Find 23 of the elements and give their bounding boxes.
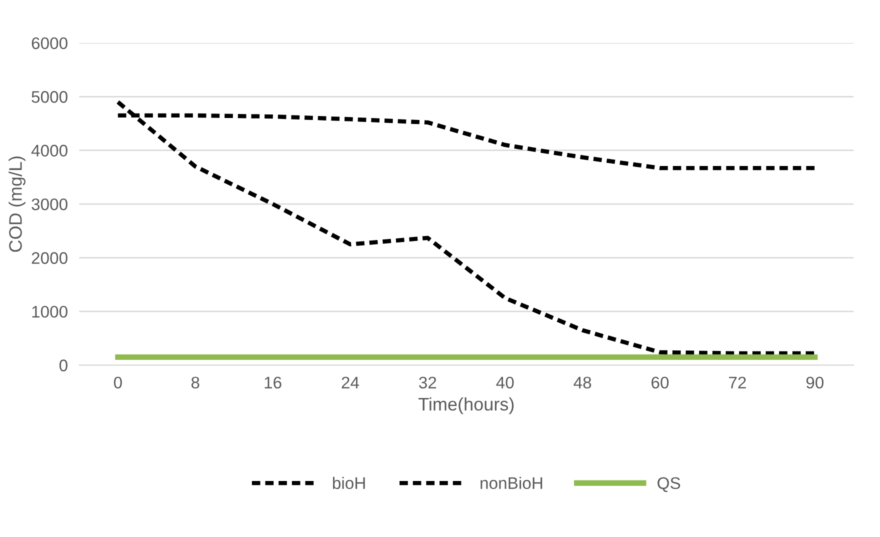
x-tick-label: 8 — [191, 376, 200, 389]
x-tick-label: 72 — [729, 376, 746, 388]
y-tick-label: 6000 — [32, 37, 68, 50]
y-tick-label: 1000 — [32, 306, 68, 318]
x-tick-label: 48 — [574, 376, 592, 389]
y-tick-label: 3000 — [32, 198, 68, 210]
x-axis-title: Time(hours) — [418, 397, 514, 414]
y-tick-label: 5000 — [32, 91, 68, 103]
y-tick-label: 0 — [59, 360, 68, 372]
legend-label: QS — [658, 477, 680, 492]
legend-label: nonBioH — [480, 476, 542, 490]
x-tick-label: 16 — [264, 376, 282, 389]
y-axis-title: COD (mg/L) — [8, 156, 26, 252]
y-tick-label: 4000 — [31, 144, 68, 157]
x-tick-label: 24 — [342, 376, 360, 388]
x-tick-label: 32 — [419, 376, 436, 389]
line-series — [116, 100, 817, 356]
y-tick-label: 2000 — [32, 252, 68, 264]
x-tick-label: 60 — [652, 376, 669, 389]
x-tick-label: 0 — [114, 376, 122, 389]
legend-label: bioH — [333, 476, 365, 490]
x-tick-label: 90 — [806, 376, 824, 389]
x-tick-label: 40 — [496, 376, 514, 389]
